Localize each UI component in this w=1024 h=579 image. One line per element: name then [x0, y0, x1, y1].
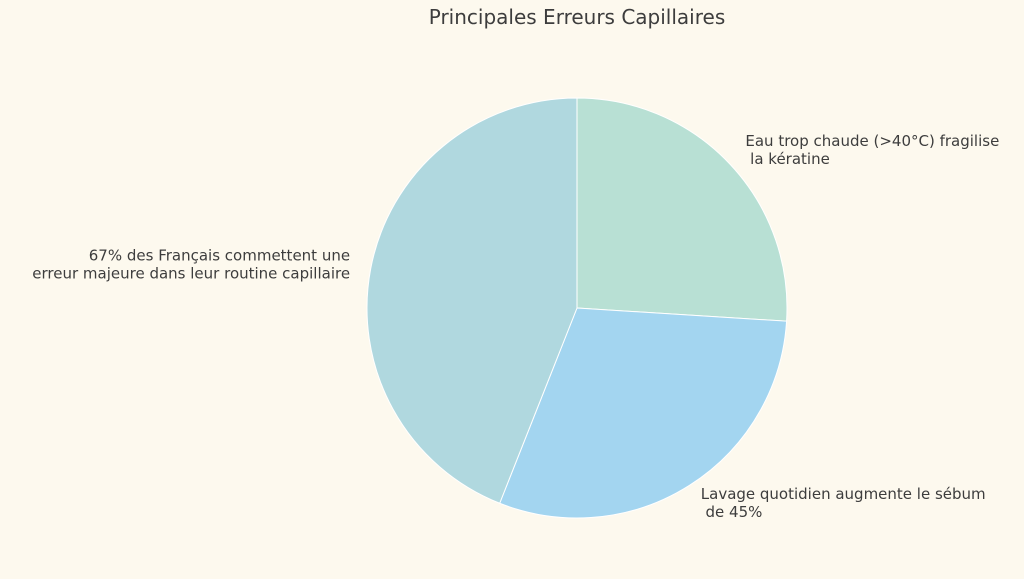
label-line: Eau trop chaude (>40°C) fragilise [745, 132, 999, 150]
slice-label: 67% des Français commettent une erreur ma… [32, 247, 350, 283]
chart-title: Principales Erreurs Capillaires [429, 5, 725, 29]
label-line: la kératine [745, 150, 829, 168]
slice-label: Eau trop chaude (>40°C) fragilise la kér… [745, 132, 999, 168]
slice-label: Lavage quotidien augmente le sébum de 45… [701, 485, 986, 521]
pie-slice [499, 307, 788, 519]
label-line: de 45% [701, 503, 763, 521]
label-line: erreur majeure dans leur routine capilla… [32, 265, 350, 283]
label-line: 67% des Français commettent une [89, 247, 350, 265]
pie-slice [576, 97, 788, 322]
pie-slice [366, 97, 578, 504]
label-line: Lavage quotidien augmente le sébum [701, 485, 986, 503]
